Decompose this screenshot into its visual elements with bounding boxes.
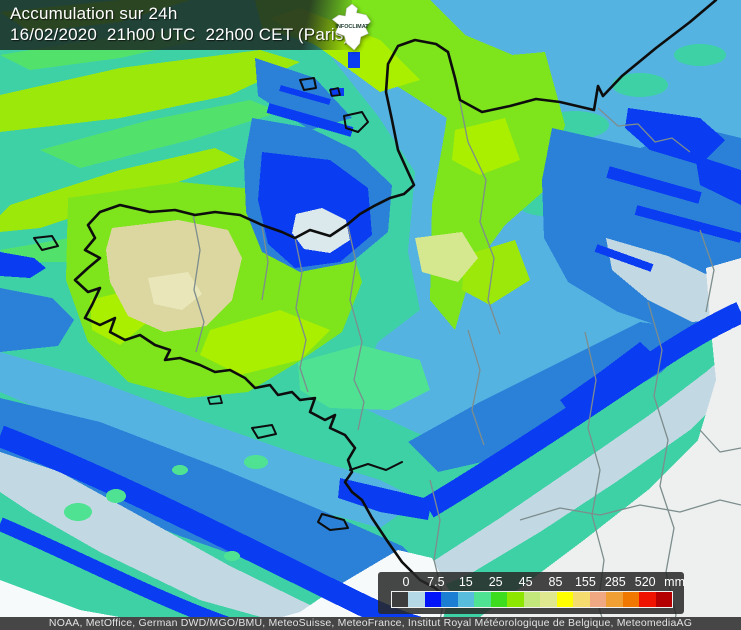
legend-color-swatch (639, 592, 656, 607)
legend-tick-label: 25 (488, 575, 503, 589)
datetime-label: 16/02/2020 21h00 UTC 22h00 CET (Paris) (10, 25, 350, 44)
legend-color-swatch (540, 592, 557, 607)
legend-color-swatch (474, 592, 491, 607)
legend-color-swatch (589, 592, 607, 607)
legend-unit: mm (664, 575, 685, 589)
legend-tick-label: 85 (548, 575, 563, 589)
legend-color-swatch (507, 592, 524, 607)
attribution-bar: NOAA, MetOffice, German DWD/MGO/BMU, Met… (0, 617, 741, 630)
infoclimat-logo: INFOCLIMAT (330, 3, 374, 51)
page-title: Accumulation sur 24h (10, 4, 178, 23)
coastline (33, 0, 718, 600)
legend-color-swatch (556, 592, 574, 607)
legend-color-swatch (392, 592, 409, 607)
legend-color-swatch (490, 592, 508, 607)
legend-ticks: 0 7.5 15 25 45 85 155 285 520 (391, 574, 660, 591)
legend-tick-label: 0 (402, 575, 410, 589)
legend-tick-label: 45 (518, 575, 533, 589)
legend-color-swatch (457, 592, 475, 607)
bay-light-patch (292, 208, 350, 253)
legend-color-swatch (655, 592, 672, 607)
legend-color-swatch (523, 592, 541, 607)
legend-color-swatch (573, 592, 590, 607)
legend-tick-label: 15 (458, 575, 473, 589)
legend-color-swatch (606, 592, 623, 607)
logo-text: INFOCLIMAT (335, 24, 369, 30)
rain-region-green-spots (64, 455, 268, 561)
legend-color-swatch (622, 592, 640, 607)
france-map-icon: INFOCLIMAT (331, 3, 371, 51)
legend-tick-label: 285 (604, 575, 626, 589)
legend-color-bar (391, 591, 673, 608)
legend-color-swatch (408, 592, 425, 607)
attribution-text: NOAA, MetOffice, German DWD/MGO/BMU, Met… (48, 617, 693, 629)
map-header: Accumulation sur 24h 16/02/2020 21h00 UT… (0, 0, 352, 50)
legend-tick-label: 7.5 (427, 575, 445, 589)
precipitation-legend: 0 7.5 15 25 45 85 155 285 520 mm (378, 572, 685, 614)
no-precip-region (0, 258, 741, 630)
legend-tick-label: 155 (574, 575, 596, 589)
legend-color-swatch (424, 592, 442, 607)
legend-color-swatch (441, 592, 458, 607)
legend-tick-label: 520 (634, 575, 656, 589)
